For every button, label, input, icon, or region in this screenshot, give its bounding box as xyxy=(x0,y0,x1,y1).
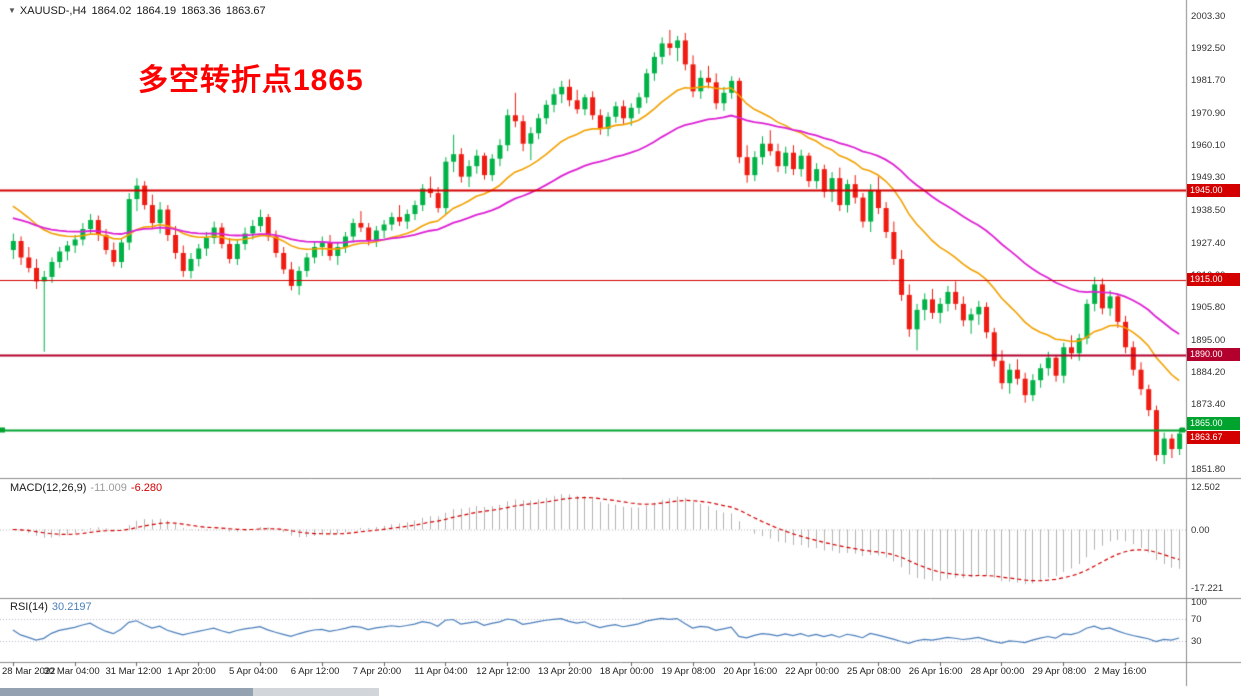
hscrollbar-track[interactable] xyxy=(253,688,379,696)
symbol-name: XAUUSD-,H4 xyxy=(19,5,87,17)
price-tag: 1915.00 xyxy=(1187,273,1240,287)
rsi-axis-label: 30 xyxy=(1191,636,1202,648)
price-tag: 1945.00 xyxy=(1187,183,1240,197)
time-axis-label: 28 Mar 2022 xyxy=(2,666,56,677)
macd-value-signal: -6.280 xyxy=(130,482,163,494)
time-axis-label: 7 Apr 20:00 xyxy=(352,666,402,677)
price-axis-label: 1895.00 xyxy=(1191,334,1226,346)
rsi-indicator-label: RSI(14) 30.2197 xyxy=(10,601,96,613)
macd-axis-label: 12.502 xyxy=(1191,482,1221,494)
price-tag: 1890.00 xyxy=(1187,348,1240,362)
time-axis-label: 6 Apr 12:00 xyxy=(290,666,340,677)
ohlc-open: 1864.02 xyxy=(91,5,132,17)
time-axis-label: 11 Apr 04:00 xyxy=(414,666,468,677)
macd-name: MACD(12,26,9) xyxy=(10,482,87,494)
rsi-name: RSI(14) xyxy=(10,601,48,613)
price-axis-label: 1927.40 xyxy=(1191,237,1226,249)
rsi-axis-label: 70 xyxy=(1191,613,1202,625)
ohlc-high: 1864.19 xyxy=(136,5,177,17)
price-axis-label: 1949.30 xyxy=(1191,172,1226,184)
time-axis-label: 1 Apr 20:00 xyxy=(167,666,216,677)
macd-axis-label: -17.221 xyxy=(1191,582,1224,594)
ohlc-close: 1863.67 xyxy=(225,5,266,17)
price-axis-label: 1873.40 xyxy=(1191,399,1226,411)
macd-axis-label: 0.00 xyxy=(1191,524,1210,536)
rsi-axis-label: 100 xyxy=(1191,597,1207,608)
time-axis-label: 13 Apr 20:00 xyxy=(537,666,592,677)
collapse-icon[interactable]: ▼ xyxy=(8,6,16,15)
time-axis-label: 12 Apr 12:00 xyxy=(476,666,531,677)
time-axis-label: 18 Apr 00:00 xyxy=(599,666,654,677)
price-axis-label: 1905.80 xyxy=(1191,302,1226,314)
macd-indicator-label: MACD(12,26,9) -11.009 -6.280 xyxy=(10,482,166,494)
hscrollbar-thumb[interactable] xyxy=(0,688,253,696)
time-axis-label: 2 May 16:00 xyxy=(1094,666,1147,677)
ohlc-low: 1863.36 xyxy=(181,5,221,17)
price-axis-label: 2003.30 xyxy=(1191,10,1226,22)
price-tag: 1865.00 xyxy=(1187,416,1240,430)
time-axis-label: 5 Apr 04:00 xyxy=(229,666,278,677)
rsi-value: 30.2197 xyxy=(51,601,92,613)
symbol-info-bar: ▼ XAUUSD-,H4 1864.02 1864.19 1863.36 1863.67 xyxy=(8,5,271,17)
price-axis-label: 1970.90 xyxy=(1191,107,1226,119)
time-axis-label: 22 Apr 00:00 xyxy=(785,666,840,677)
price-axis-label: 1960.10 xyxy=(1191,139,1226,151)
macd-value-main: -11.009 xyxy=(90,482,127,494)
chart-annotation-text[interactable]: 多空转折点1865 xyxy=(138,64,364,97)
time-axis-label: 30 Mar 04:00 xyxy=(43,666,100,677)
price-axis-label: 1851.80 xyxy=(1191,464,1226,476)
price-axis-label: 1884.20 xyxy=(1191,367,1226,379)
time-axis-label: 28 Apr 00:00 xyxy=(970,666,1025,677)
time-axis-label: 29 Apr 08:00 xyxy=(1032,666,1087,677)
time-axis-label: 25 Apr 08:00 xyxy=(846,666,901,677)
time-axis-label: 31 Mar 12:00 xyxy=(105,666,162,677)
price-axis-label: 1981.70 xyxy=(1191,75,1226,87)
price-axis-label: 1938.50 xyxy=(1191,204,1226,216)
time-axis-label: 19 Apr 08:00 xyxy=(661,666,716,677)
price-axis-label: 1992.50 xyxy=(1191,42,1226,54)
current-price-tag: 1863.67 xyxy=(1187,430,1240,444)
time-axis-label: 20 Apr 16:00 xyxy=(723,666,778,677)
time-axis-label: 26 Apr 16:00 xyxy=(908,666,963,677)
